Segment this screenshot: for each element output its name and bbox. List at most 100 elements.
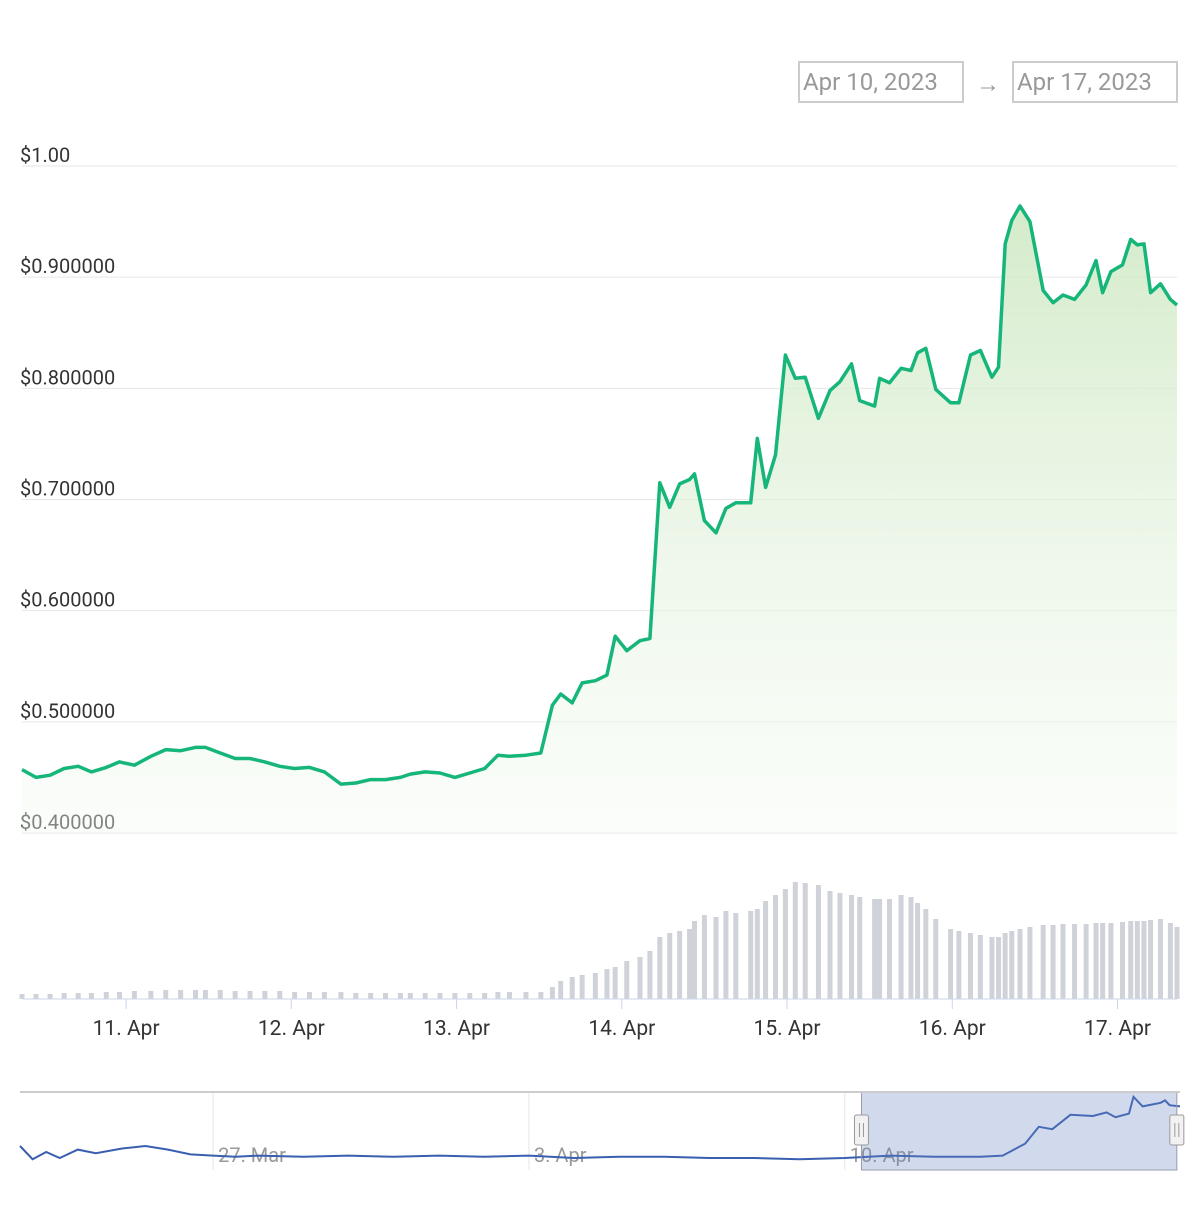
volume-bar: [827, 891, 833, 999]
volume-bar: [202, 990, 208, 999]
volume-bar: [754, 909, 760, 999]
date-to-input[interactable]: [1012, 61, 1178, 103]
volume-bar: [886, 899, 892, 999]
volume-bar: [558, 981, 564, 999]
volume-bar: [75, 993, 81, 999]
volume-bar: [592, 973, 598, 999]
volume-bar: [1040, 925, 1046, 999]
volume-bar: [353, 993, 359, 999]
volume-bar: [1148, 920, 1154, 999]
x-tick-label: 15. Apr: [754, 1017, 821, 1041]
volume-bar: [1072, 924, 1078, 999]
date-separator: →: [976, 70, 1000, 98]
price-line: [21, 204, 1179, 786]
volume-bar: [407, 993, 413, 999]
volume-bar: [915, 903, 921, 999]
y-tick-label: $0.500000: [20, 699, 115, 723]
volume-bar: [1167, 923, 1173, 999]
volume-bar: [687, 929, 693, 999]
volume-bar: [701, 915, 707, 999]
navigator-mask: [860, 1091, 1178, 1171]
x-tick-label: 14. Apr: [588, 1017, 655, 1041]
volume-bar: [131, 991, 137, 999]
volume-bar: [148, 991, 154, 999]
volume-bar: [713, 917, 719, 999]
volume-bar: [877, 899, 883, 999]
volume-bar: [692, 921, 698, 999]
price-area: [22, 206, 1177, 833]
volume-bar: [948, 929, 954, 999]
volume-bar: [397, 993, 403, 999]
volume-bar: [495, 992, 501, 999]
volume-bar: [977, 935, 983, 999]
y-tick-label: $1.00: [20, 143, 70, 167]
volume-bar: [857, 897, 863, 999]
volume-bar: [733, 913, 739, 999]
volume-bar: [1009, 931, 1015, 999]
volume-bar: [579, 975, 585, 999]
volume-bar: [782, 889, 788, 999]
volume-bar: [637, 957, 643, 999]
x-tick-label: 13. Apr: [423, 1017, 490, 1041]
volume-bar: [1050, 925, 1056, 999]
volume-bar: [667, 933, 673, 999]
volume-bar: [307, 992, 313, 999]
navigator-handle[interactable]: [853, 1114, 869, 1146]
volume-bar: [482, 993, 488, 999]
volume-bar: [624, 961, 630, 999]
x-tick-label: 16. Apr: [919, 1017, 986, 1041]
volume-bar: [1119, 922, 1125, 999]
y-tick-label: $0.900000: [20, 254, 115, 278]
volume-bar: [368, 993, 374, 999]
date-from-input[interactable]: [798, 61, 964, 103]
volume-bar: [837, 893, 843, 999]
volume-bar: [538, 992, 544, 999]
volume-bar: [1108, 923, 1114, 999]
volume-bar: [321, 992, 327, 999]
volume-bar: [1100, 923, 1106, 999]
navigator-line: [19, 1094, 1181, 1161]
volume-bar: [19, 994, 25, 999]
date-from[interactable]: Apr 10, 2023: [803, 68, 938, 96]
volume-bar: [422, 993, 428, 999]
volume-bar: [996, 937, 1002, 999]
volume-bar: [217, 990, 223, 999]
volume-bar: [723, 911, 729, 999]
volume-bar: [103, 992, 109, 999]
volume-bar: [178, 990, 184, 999]
volume-bar: [1134, 921, 1140, 999]
volume-bar: [506, 992, 512, 999]
volume-bar: [989, 937, 995, 999]
volume-bar: [612, 967, 618, 999]
volume-bar: [33, 994, 39, 999]
volume-bar: [657, 937, 663, 999]
volume-bar: [549, 987, 555, 999]
volume-bar: [1093, 923, 1099, 999]
navigator-handle[interactable]: [1169, 1114, 1185, 1146]
volume-bar: [802, 883, 808, 999]
volume-bar: [262, 991, 268, 999]
volume-bar: [848, 895, 854, 999]
x-tick-label: 17. Apr: [1084, 1017, 1151, 1041]
x-tick-label: 11. Apr: [93, 1017, 160, 1041]
volume-bar: [61, 993, 67, 999]
y-tick-label: $0.700000: [20, 477, 115, 501]
volume-bar: [232, 991, 238, 999]
date-to[interactable]: Apr 17, 2023: [1017, 68, 1152, 96]
volume-bar: [1128, 921, 1134, 999]
volume-bar: [338, 992, 344, 999]
volume-bar: [647, 951, 653, 999]
volume-bar: [677, 931, 683, 999]
volume-bar: [908, 897, 914, 999]
volume-bar: [467, 993, 473, 999]
volume-bar: [1002, 933, 1008, 999]
volume-bar: [604, 969, 610, 999]
volume-bar: [933, 919, 939, 999]
volume-bar: [1174, 927, 1180, 999]
volume-bar: [1141, 921, 1147, 999]
navigator-tick-label: 3. Apr: [534, 1143, 587, 1167]
volume-bar: [523, 992, 529, 999]
volume-bar: [1157, 919, 1163, 999]
volume-bar: [898, 895, 904, 999]
volume-bar: [748, 911, 754, 999]
